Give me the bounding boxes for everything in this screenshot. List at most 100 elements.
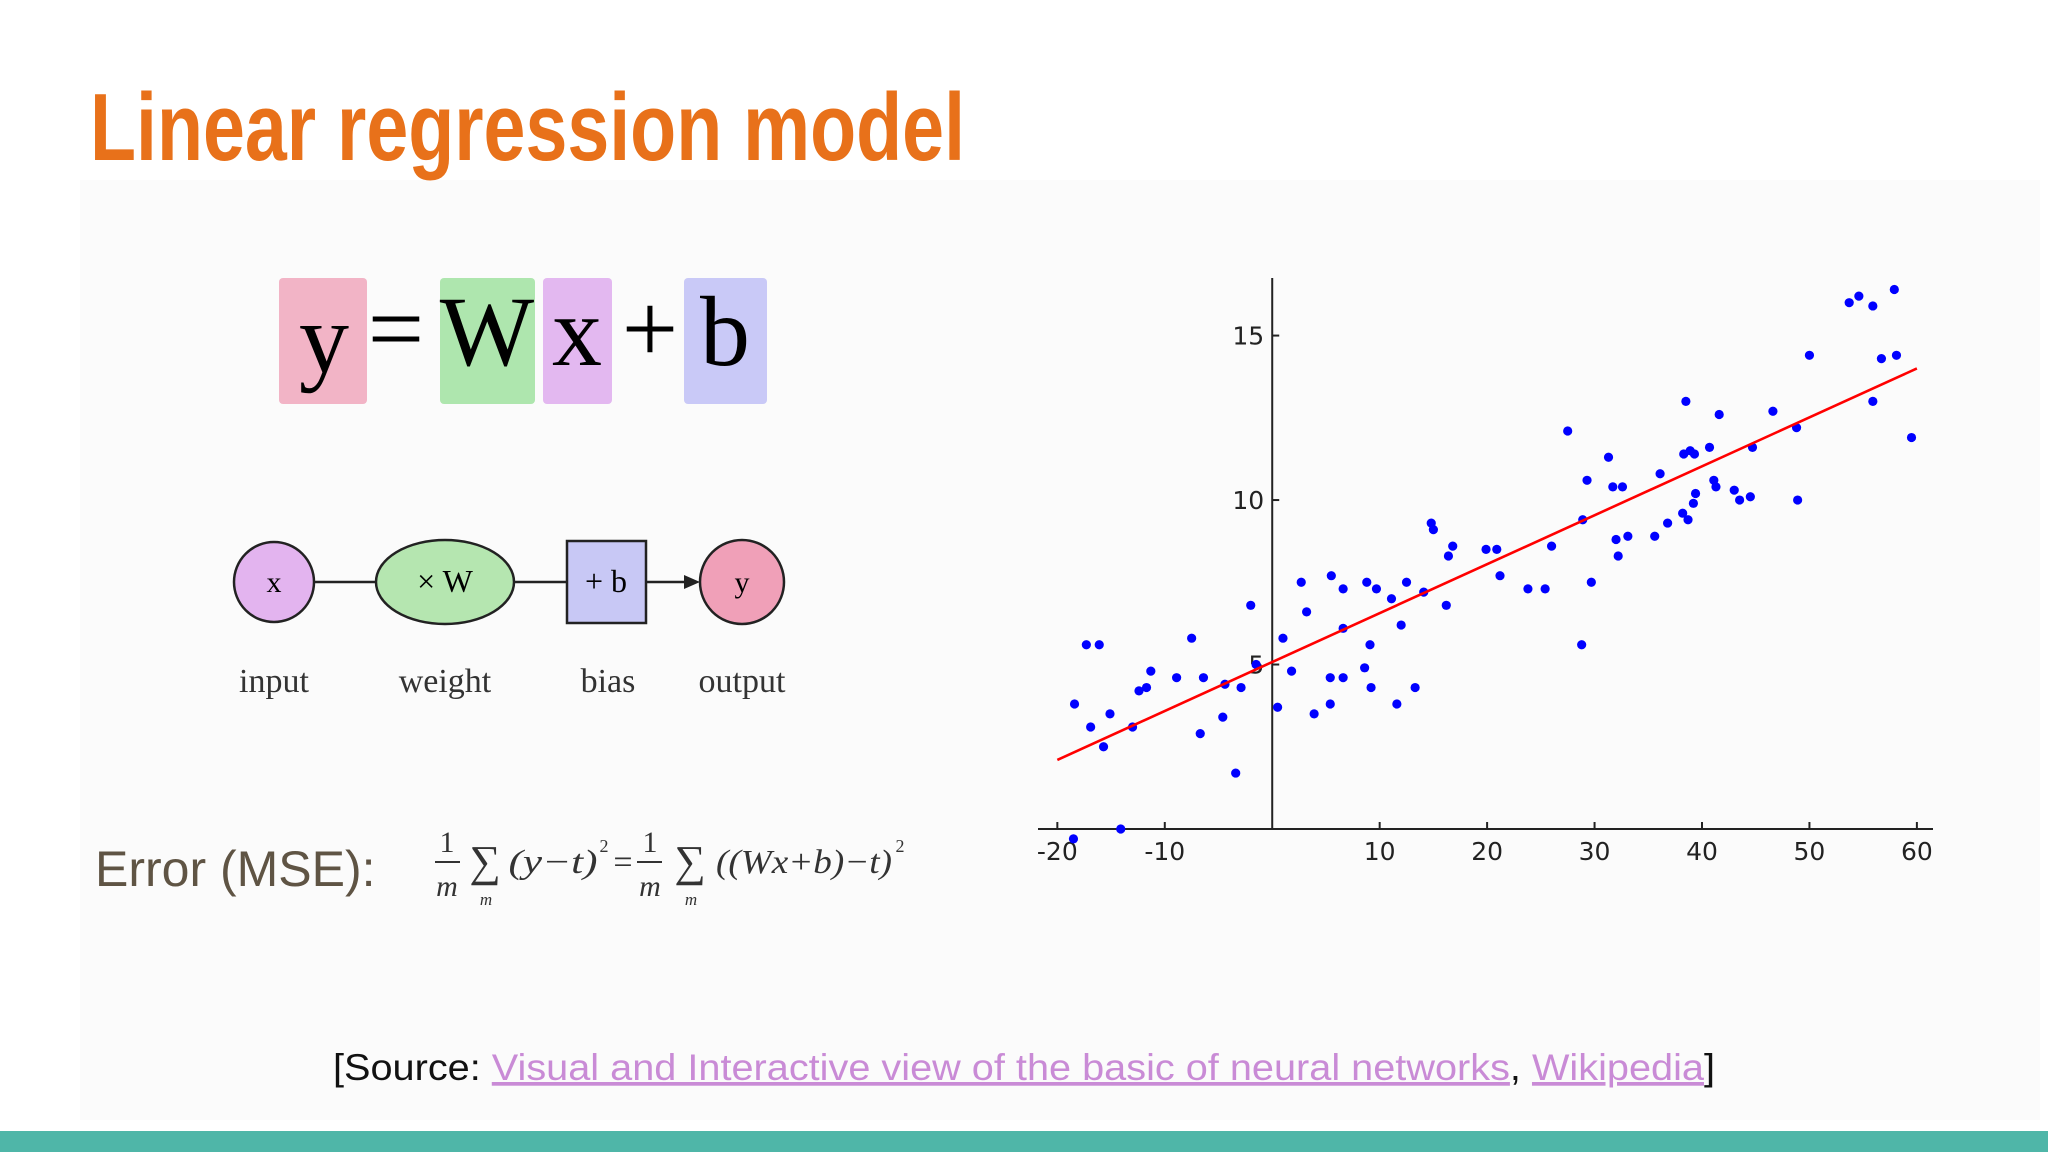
data-point (1246, 600, 1256, 610)
box-b (684, 278, 767, 404)
node-symbol: y (735, 566, 750, 599)
x-tick-label: 50 (1794, 837, 1826, 866)
node-label: output (699, 663, 786, 700)
data-point (1302, 607, 1312, 617)
data-point (1272, 702, 1283, 712)
data-point (1134, 686, 1144, 696)
data-point (1371, 584, 1382, 594)
content-panel (80, 180, 2040, 1120)
box-x (543, 278, 612, 404)
data-point (1891, 350, 1902, 360)
data-point (1094, 640, 1104, 650)
data-point (1844, 298, 1854, 308)
node-bias (565, 539, 648, 625)
node-symbol: x (267, 566, 282, 599)
data-point (1325, 673, 1335, 683)
data-point (1868, 396, 1878, 406)
data-point (1495, 571, 1505, 581)
source-separator: , (1510, 1047, 1521, 1088)
network-diagram: x × W + b y input weight bias output (232, 538, 786, 700)
data-point (1231, 768, 1241, 778)
mse-formula: 1 m ∑ m (y−t) 2 = 1 m ∑ m ((Wx+b)−t) 2 (435, 826, 905, 909)
data-point (1325, 699, 1335, 709)
footer-bar (0, 1131, 2048, 1152)
data-point (1338, 584, 1348, 594)
data-point (1278, 633, 1288, 643)
data-point (1540, 584, 1550, 594)
formula-part: ((Wx+b)−t) (716, 844, 892, 881)
data-point (1236, 682, 1246, 693)
source-line: [Source: Visual and Interactive view of … (333, 1047, 1715, 1088)
data-point (1793, 495, 1803, 505)
data-point (1623, 531, 1633, 541)
data-point (1714, 409, 1724, 420)
data-point (1146, 666, 1156, 676)
data-point (1362, 577, 1372, 587)
data-point (1688, 498, 1699, 508)
source-link[interactable]: Visual and Interactive view of the basic… (492, 1047, 1510, 1088)
data-point (1251, 659, 1261, 670)
x-tick-label: 10 (1364, 837, 1396, 866)
data-point (1683, 515, 1693, 525)
data-point (1068, 834, 1079, 844)
data-point (1876, 353, 1887, 364)
formula-part: (y−t) (509, 844, 598, 881)
data-point (1086, 722, 1096, 732)
box-y (279, 278, 367, 404)
y-tick-label: 10 (1232, 486, 1264, 515)
source-link[interactable]: Wikipedia (1532, 1047, 1704, 1088)
data-point (1678, 508, 1688, 518)
y-tick-label: 15 (1232, 322, 1264, 351)
node-symbol: + b (585, 563, 627, 599)
node-input (232, 540, 316, 624)
node-label: weight (399, 663, 492, 700)
arrow-head (684, 575, 700, 589)
data-point (1338, 673, 1348, 683)
data-point (1650, 531, 1660, 541)
x-tick-label: 60 (1901, 837, 1933, 866)
data-point (1603, 452, 1614, 462)
data-point (1889, 284, 1899, 295)
data-point (1392, 699, 1402, 709)
x-tick-label: 20 (1471, 837, 1503, 866)
x-tick-label: 30 (1579, 837, 1611, 866)
eq-symbol: x (552, 276, 602, 387)
data-point (1360, 663, 1370, 673)
data-point (1663, 518, 1673, 528)
data-point (1366, 682, 1376, 693)
data-point (1611, 534, 1621, 545)
data-point (1198, 673, 1209, 683)
formula-part: m (639, 870, 661, 903)
data-point (1448, 541, 1458, 551)
data-point (1401, 577, 1412, 587)
scatter-chart: -20-1010203040506051015 (1037, 278, 1933, 866)
data-point (1689, 449, 1700, 459)
formula-part: 2 (896, 836, 905, 856)
eq-symbol: y (299, 283, 349, 394)
node-label: input (239, 663, 309, 700)
data-point (1523, 584, 1533, 594)
data-point (1116, 824, 1126, 834)
source-suffix: ] (1704, 1047, 1715, 1088)
node-label: bias (581, 663, 636, 700)
data-point (1868, 301, 1878, 311)
data-point (1069, 699, 1080, 709)
formula-part: m (685, 890, 697, 909)
data-point (1410, 682, 1420, 693)
data-point (1586, 577, 1596, 587)
data-point (1218, 712, 1228, 722)
data-point (1854, 291, 1864, 301)
fit-line (1056, 367, 1918, 762)
data-point (1492, 544, 1502, 554)
data-point (1711, 482, 1721, 492)
data-point (1396, 620, 1406, 630)
data-point (1655, 469, 1665, 479)
data-point (1768, 406, 1778, 416)
data-point (1563, 426, 1573, 436)
data-point (1326, 571, 1336, 581)
error-label: Error (MSE): (95, 841, 376, 897)
data-point (1906, 432, 1917, 443)
data-point (1704, 442, 1715, 453)
data-point (1187, 633, 1197, 643)
